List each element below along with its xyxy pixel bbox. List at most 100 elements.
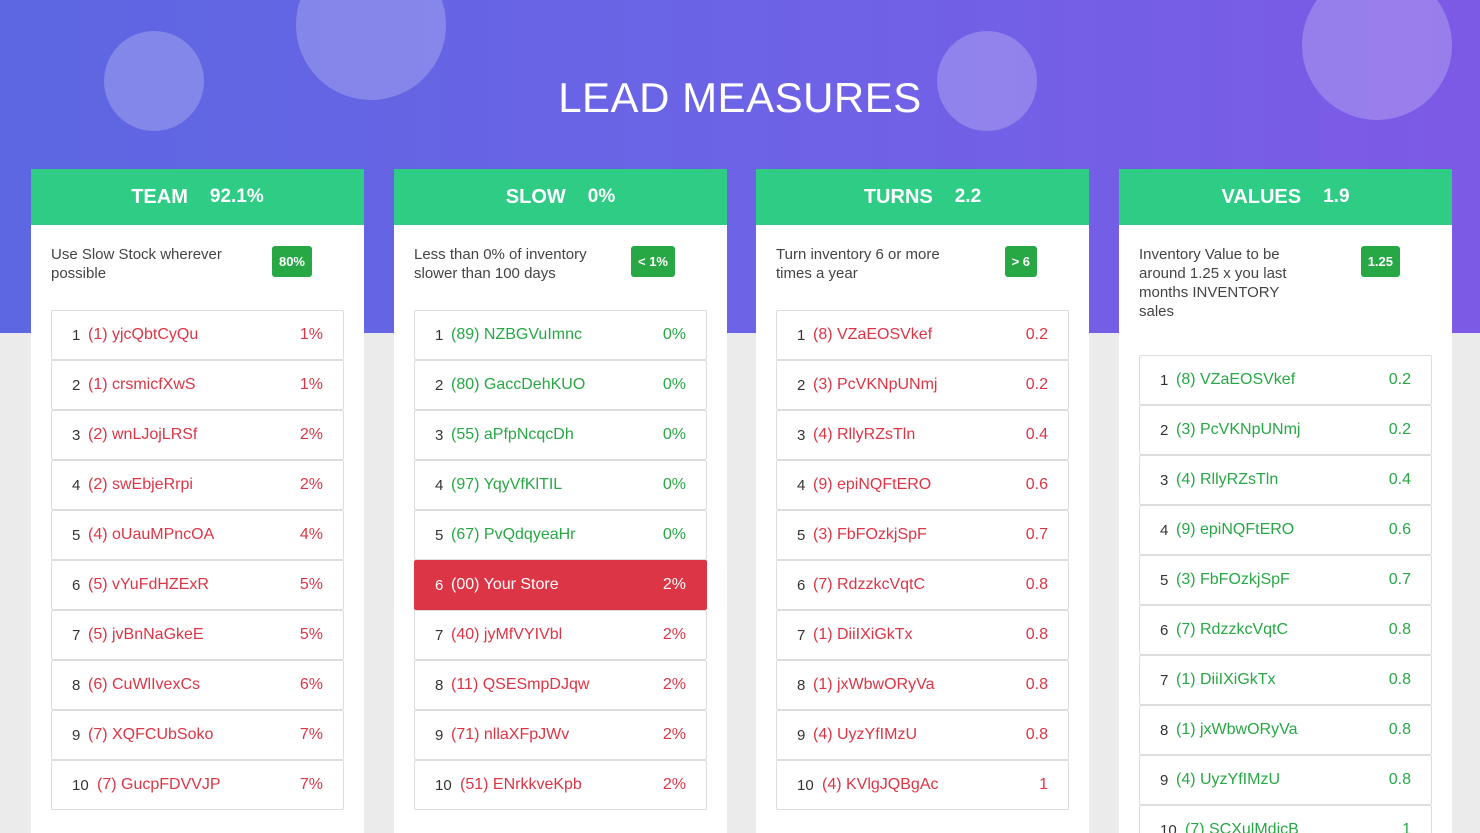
- list-item[interactable]: 3 (2) wnLJojLRSf 2%: [51, 410, 344, 460]
- list-item[interactable]: 1 (89) NZBGVuImnc 0%: [414, 310, 707, 360]
- item-name: (2) wnLJojLRSf: [88, 426, 198, 443]
- item-name: (55) aPfpNcqcDh: [451, 426, 574, 443]
- ranking-list: 1 (89) NZBGVuImnc 0% 2 (80) GaccDehKUO 0% 3 (55…: [414, 310, 707, 810]
- item-value: 0.8: [1025, 576, 1048, 593]
- item-value: 0.8: [1025, 676, 1048, 693]
- item-name: (7) GucpFDVVJP: [97, 776, 221, 793]
- item-value: 0.7: [1388, 571, 1411, 588]
- item-value: 0.8: [1025, 726, 1048, 743]
- list-item-your-store[interactable]: 6 (00) Your Store 2%: [414, 560, 707, 610]
- list-item[interactable]: 1 (8) VZaEOSVkef 0.2: [1139, 355, 1432, 405]
- list-item[interactable]: 4 (9) epiNQFtERO 0.6: [776, 460, 1069, 510]
- list-item[interactable]: 9 (71) nllaXFpJWv 2%: [414, 710, 707, 760]
- list-item[interactable]: 8 (1) jxWbwORyVa 0.8: [776, 660, 1069, 710]
- item-value: 4%: [299, 526, 323, 543]
- list-item[interactable]: 3 (4) RllyRZsTln 0.4: [1139, 455, 1432, 505]
- item-rank: 1: [435, 326, 444, 344]
- item-rank: 10: [1160, 821, 1177, 833]
- card-header: TEAM 92.1%: [31, 169, 364, 225]
- list-item[interactable]: 2 (3) PcVKNpUNmj 0.2: [1139, 405, 1432, 455]
- measure-card-team: TEAM 92.1% Use Slow Stock wherever possibl…: [31, 169, 364, 833]
- decorative-circle: [937, 31, 1037, 131]
- list-item[interactable]: 7 (1) DiiIXiGkTx 0.8: [1139, 655, 1432, 705]
- item-value: 0.4: [1388, 471, 1411, 488]
- item-value: 2%: [662, 726, 686, 743]
- item-value: 2%: [299, 476, 323, 493]
- ranking-list: 1 (8) VZaEOSVkef 0.2 2 (3) PcVKNpUNmj 0.2 3 (4)…: [1139, 355, 1432, 833]
- item-rank: 6: [435, 576, 444, 594]
- list-item[interactable]: 8 (1) jxWbwORyVa 0.8: [1139, 705, 1432, 755]
- item-rank: 7: [435, 626, 444, 644]
- list-item[interactable]: 2 (3) PcVKNpUNmj 0.2: [776, 360, 1069, 410]
- list-item[interactable]: 10 (4) KVlgJQBgAc 1: [776, 760, 1069, 810]
- list-item[interactable]: 5 (4) oUauMPncOA 4%: [51, 510, 344, 560]
- item-rank: 7: [797, 626, 806, 644]
- card-description-row: Less than 0% of inventory slower than 10…: [394, 225, 727, 295]
- item-rank: 8: [435, 676, 444, 694]
- measure-card-slow: SLOW 0% Less than 0% of inventory slower t…: [394, 169, 727, 833]
- item-rank: 10: [797, 776, 814, 794]
- list-item[interactable]: 6 (7) RdzzkcVqtC 0.8: [776, 560, 1069, 610]
- list-item[interactable]: 10 (7) SCXulMdjcB 1: [1139, 805, 1432, 833]
- item-value: 0.8: [1388, 721, 1411, 738]
- item-rank: 6: [1160, 621, 1169, 639]
- list-item[interactable]: 7 (1) DiiIXiGkTx 0.8: [776, 610, 1069, 660]
- item-value: 0%: [662, 526, 686, 543]
- card-description-row: Inventory Value to be around 1.25 x you …: [1119, 225, 1452, 321]
- item-value: 0.2: [1388, 371, 1411, 388]
- item-name: (3) FbFOzkjSpF: [1176, 571, 1290, 588]
- list-item[interactable]: 6 (7) RdzzkcVqtC 0.8: [1139, 605, 1432, 655]
- list-item[interactable]: 4 (97) YqyVfKlTIL 0%: [414, 460, 707, 510]
- item-value: 0.6: [1025, 476, 1048, 493]
- item-rank: 7: [72, 626, 81, 644]
- list-item[interactable]: 2 (1) crsmicfXwS 1%: [51, 360, 344, 410]
- item-rank: 4: [435, 476, 444, 494]
- item-value: 0.4: [1025, 426, 1048, 443]
- list-item[interactable]: 4 (9) epiNQFtERO 0.6: [1139, 505, 1432, 555]
- list-item[interactable]: 5 (67) PvQdqyeaHr 0%: [414, 510, 707, 560]
- card-score: 0%: [587, 186, 616, 207]
- card-title: TURNS: [863, 185, 933, 208]
- page-title: LEAD MEASURES: [558, 74, 922, 121]
- list-item[interactable]: 7 (5) jvBnNaGkeE 5%: [51, 610, 344, 660]
- measure-card-values: VALUES 1.9 Inventory Value to be around 1.…: [1119, 169, 1452, 833]
- list-item[interactable]: 2 (80) GaccDehKUO 0%: [414, 360, 707, 410]
- list-item[interactable]: 5 (3) FbFOzkjSpF 0.7: [776, 510, 1069, 560]
- item-value: 0.8: [1388, 671, 1411, 688]
- item-name: (1) crsmicfXwS: [88, 376, 196, 393]
- item-value: 2%: [662, 576, 686, 593]
- list-item[interactable]: 8 (11) QSESmpDJqw 2%: [414, 660, 707, 710]
- item-name: (71) nllaXFpJWv: [451, 726, 570, 743]
- list-item[interactable]: 10 (51) ENrkkveKpb 2%: [414, 760, 707, 810]
- item-rank: 7: [1160, 671, 1169, 689]
- list-item[interactable]: 6 (5) vYuFdHZExR 5%: [51, 560, 344, 610]
- list-item[interactable]: 7 (40) jyMfVYIVbl 2%: [414, 610, 707, 660]
- list-item[interactable]: 10 (7) GucpFDVVJP 7%: [51, 760, 344, 810]
- item-name: (89) NZBGVuImnc: [451, 326, 582, 343]
- card-description: Turn inventory 6 or more times a year: [776, 246, 940, 282]
- list-item[interactable]: 1 (8) VZaEOSVkef 0.2: [776, 310, 1069, 360]
- target-badge: 80%: [271, 246, 312, 277]
- list-item[interactable]: 5 (3) FbFOzkjSpF 0.7: [1139, 555, 1432, 605]
- ranking-list: 1 (8) VZaEOSVkef 0.2 2 (3) PcVKNpUNmj 0.2 3 (4)…: [776, 310, 1069, 810]
- item-rank: 2: [435, 376, 444, 394]
- list-item[interactable]: 4 (2) swEbjeRrpi 2%: [51, 460, 344, 510]
- list-item[interactable]: 9 (4) UyzYfIMzU 0.8: [1139, 755, 1432, 805]
- list-item[interactable]: 8 (6) CuWlIvexCs 6%: [51, 660, 344, 710]
- list-item[interactable]: 3 (55) aPfpNcqcDh 0%: [414, 410, 707, 460]
- item-name: (40) jyMfVYIVbl: [451, 626, 563, 643]
- list-item[interactable]: 9 (7) XQFCUbSoko 7%: [51, 710, 344, 760]
- item-name: (1) jxWbwORyVa: [813, 676, 935, 693]
- item-rank: 4: [1160, 521, 1169, 539]
- card-title: SLOW: [505, 185, 566, 208]
- card-description-row: Use Slow Stock wherever possible 80%: [31, 225, 364, 295]
- target-badge: > 6: [1004, 246, 1037, 277]
- list-item[interactable]: 1 (1) yjcQbtCyQu 1%: [51, 310, 344, 360]
- target-badge: 1.25: [1360, 246, 1400, 277]
- list-item[interactable]: 3 (4) RllyRZsTln 0.4: [776, 410, 1069, 460]
- item-rank: 3: [435, 426, 444, 444]
- item-name: (3) FbFOzkjSpF: [813, 526, 927, 543]
- decorative-circle: [1302, 0, 1452, 120]
- item-rank: 3: [72, 426, 81, 444]
- list-item[interactable]: 9 (4) UyzYfIMzU 0.8: [776, 710, 1069, 760]
